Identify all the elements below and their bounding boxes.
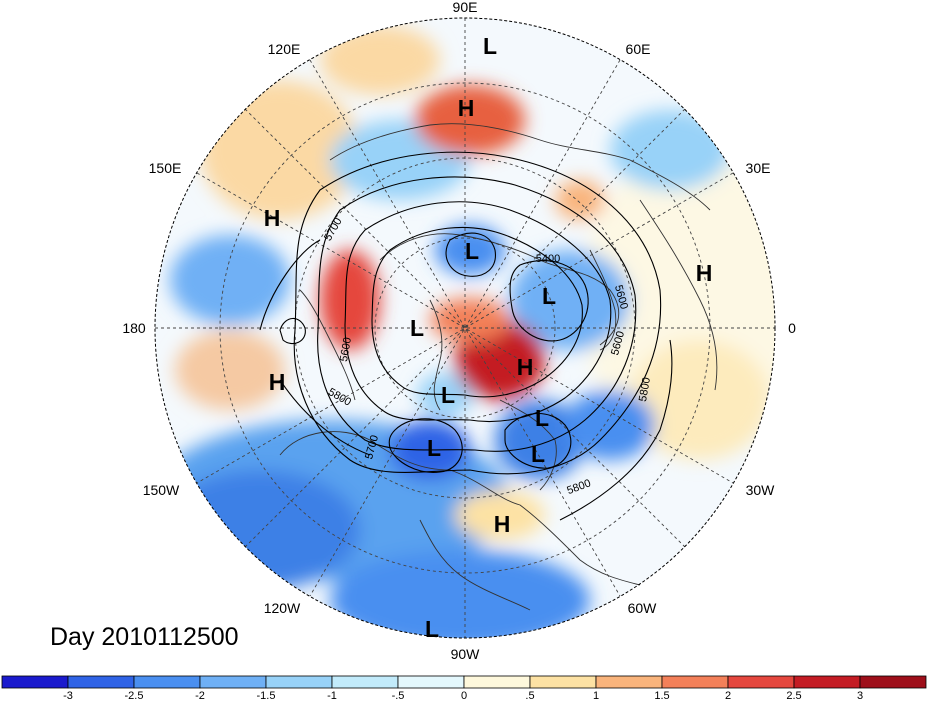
colorbar-tick-label: 0 xyxy=(461,690,467,702)
colorbar-tick-label: 2.5 xyxy=(786,690,801,702)
colorbar-tick-label: 1.5 xyxy=(654,690,669,702)
pressure-center-low: L xyxy=(427,435,441,461)
colorbar-tick-label: -1 xyxy=(327,690,337,702)
contour-label: 5400 xyxy=(536,253,560,265)
colorbar-tick-label: -1.5 xyxy=(257,690,276,702)
colorbar-tick-labels: -3 -2.5 -2 -1.5 -1 -.5 0 .5 1 1.5 2 2.5 3 xyxy=(63,690,863,702)
lon-label-150w: 150W xyxy=(143,482,180,498)
colorbar-tick-label: 1 xyxy=(593,690,599,702)
pressure-center-high: H xyxy=(458,95,475,121)
lon-label-150e: 150E xyxy=(149,160,182,176)
anomaly-field xyxy=(155,18,775,638)
lon-label-180: 180 xyxy=(122,320,146,336)
pressure-center-high: H xyxy=(494,511,511,537)
pressure-center-high: H xyxy=(264,205,281,231)
pressure-center-low: L xyxy=(531,441,545,467)
lon-label-60w: 60W xyxy=(628,600,658,616)
colorbar-box xyxy=(793,675,861,689)
lon-label-0: 0 xyxy=(788,320,796,336)
contour-label: 5800 xyxy=(637,376,653,402)
lon-label-60e: 60E xyxy=(626,41,651,57)
lon-label-90e: 90E xyxy=(453,0,478,15)
pressure-center-high: H xyxy=(517,354,534,380)
colorbar-box xyxy=(529,675,597,689)
lon-label-90w: 90W xyxy=(451,646,481,662)
colorbar-box xyxy=(397,675,465,689)
contour-labels: 5700 5400 5600 5600 5800 5600 5800 5700 … xyxy=(322,216,653,497)
graticule xyxy=(155,18,775,638)
map-title: Day 2010112500 xyxy=(50,623,239,651)
longitude-labels: 90E 60E 120E 150E 30E 180 0 150W 30W 120… xyxy=(122,0,796,662)
colorbar-box xyxy=(595,675,663,689)
colorbar-tick-label: 3 xyxy=(857,690,863,702)
pressure-center-high: H xyxy=(696,260,713,286)
contour-label: 5600 xyxy=(338,336,354,362)
colorbar-box xyxy=(1,675,69,689)
colorbar-tick-label: -2.5 xyxy=(125,690,144,702)
pressure-centers: L H H L L H L H L H L L L H L xyxy=(264,33,713,642)
colorbar-box xyxy=(265,675,333,689)
colorbar-box xyxy=(67,675,135,689)
lon-label-30w: 30W xyxy=(746,482,776,498)
pressure-center-low: L xyxy=(483,33,497,59)
colorbar-tick-label: -3 xyxy=(63,690,73,702)
pressure-center-low: L xyxy=(542,283,556,309)
height-contours xyxy=(259,151,673,521)
pressure-center-high: H xyxy=(269,369,286,395)
colorbar-box xyxy=(331,675,399,689)
colorbar-tick-label: .5 xyxy=(525,690,534,702)
pressure-center-low: L xyxy=(465,238,479,264)
colorbar-box xyxy=(661,675,729,689)
colorbar-box xyxy=(133,675,201,689)
colorbar-box xyxy=(859,675,927,689)
colorbar-tick-label: -.5 xyxy=(392,690,405,702)
colorbar-boxes xyxy=(1,675,927,689)
lon-label-30e: 30E xyxy=(746,160,771,176)
colorbar-tick-label: -2 xyxy=(195,690,205,702)
colorbar-box xyxy=(463,675,531,689)
colorbar: -3 -2.5 -2 -1.5 -1 -.5 0 .5 1 1.5 2 2.5 3 xyxy=(1,675,927,702)
colorbar-box xyxy=(727,675,795,689)
pressure-center-low: L xyxy=(425,616,439,642)
pressure-center-low: L xyxy=(410,315,424,341)
colorbar-box xyxy=(199,675,267,689)
colorbar-tick-label: 2 xyxy=(725,690,731,702)
map-boundary xyxy=(154,17,776,639)
lon-label-120e: 120E xyxy=(268,41,301,57)
pressure-center-low: L xyxy=(535,405,549,431)
lon-label-120w: 120W xyxy=(264,600,301,616)
pressure-center-low: L xyxy=(441,382,455,408)
